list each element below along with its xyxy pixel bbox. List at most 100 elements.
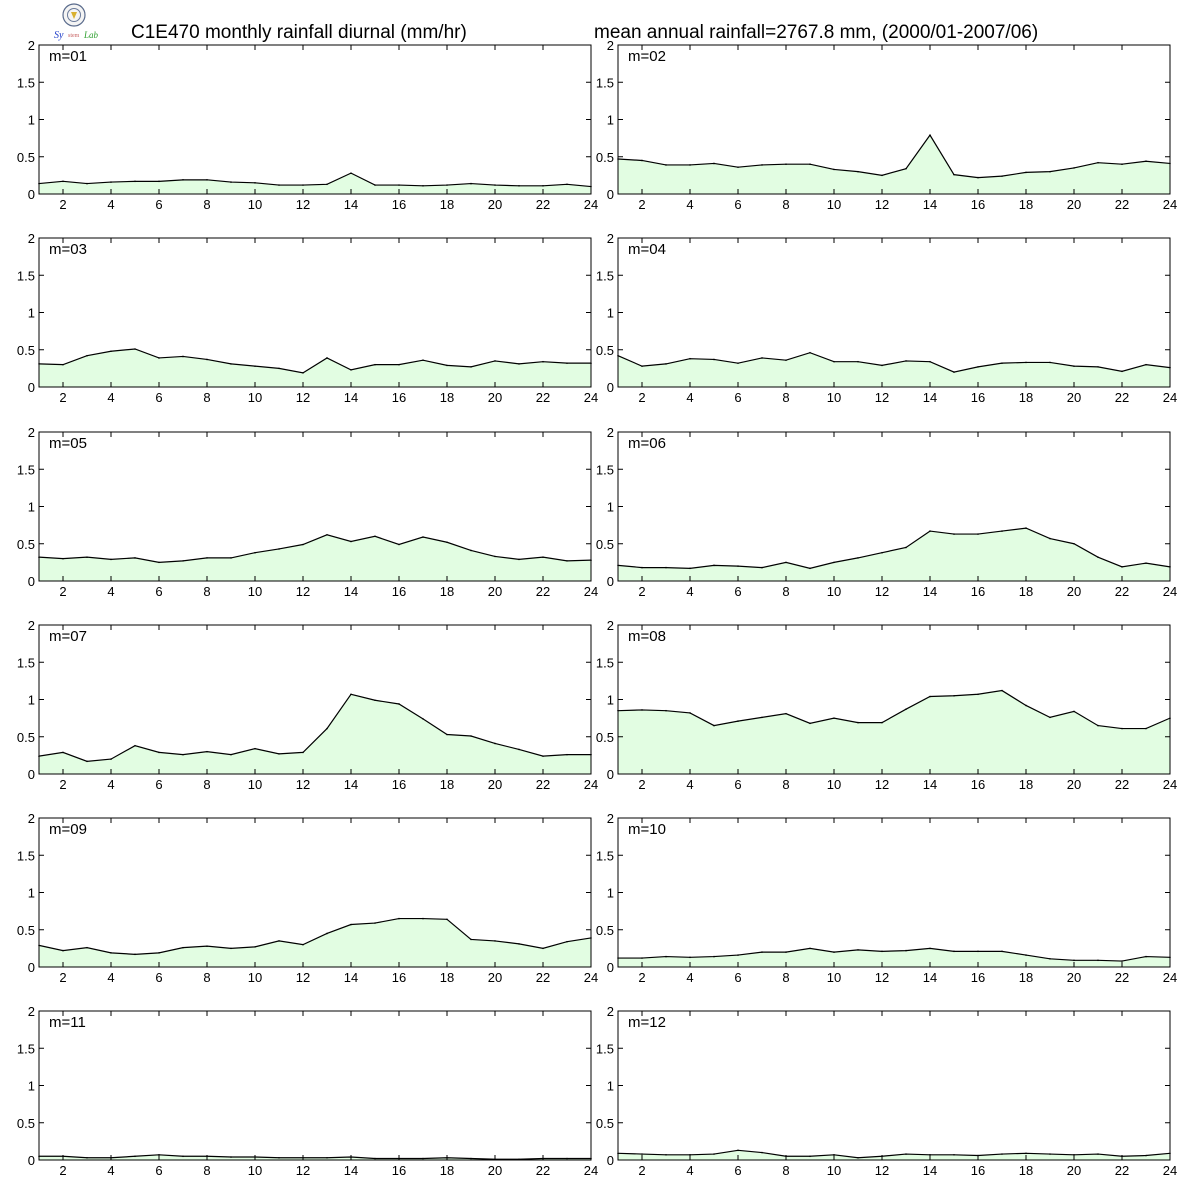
series-area bbox=[618, 528, 1170, 581]
data-point bbox=[1025, 954, 1027, 956]
data-point bbox=[713, 358, 715, 361]
y-tick-label: 1 bbox=[607, 306, 614, 321]
x-tick-label: 8 bbox=[203, 390, 210, 405]
data-point bbox=[1025, 171, 1027, 174]
x-tick-label: 16 bbox=[971, 1163, 985, 1178]
data-point bbox=[1097, 366, 1099, 368]
data-point bbox=[254, 182, 256, 184]
data-point bbox=[761, 951, 763, 953]
x-tick-label: 8 bbox=[203, 1163, 210, 1178]
data-point bbox=[470, 182, 472, 185]
data-point bbox=[494, 360, 496, 362]
data-point bbox=[785, 163, 787, 165]
y-tick-label: 1.5 bbox=[596, 462, 614, 477]
data-point bbox=[689, 567, 691, 570]
x-tick-label: 6 bbox=[734, 1163, 741, 1178]
data-point bbox=[518, 363, 520, 365]
data-point bbox=[1025, 704, 1027, 707]
x-tick-label: 16 bbox=[971, 584, 985, 599]
x-tick-label: 2 bbox=[638, 1163, 645, 1178]
data-point bbox=[761, 566, 763, 569]
data-point bbox=[134, 744, 136, 747]
x-tick-label: 12 bbox=[296, 970, 310, 985]
y-tick-label: 1.5 bbox=[596, 268, 614, 283]
y-tick-label: 1.5 bbox=[596, 1041, 614, 1056]
x-tick-label: 16 bbox=[392, 584, 406, 599]
data-point bbox=[566, 560, 568, 562]
data-point bbox=[1121, 960, 1123, 962]
x-tick-label: 4 bbox=[686, 970, 693, 985]
data-point bbox=[374, 535, 376, 538]
y-tick-label: 1.5 bbox=[17, 1041, 35, 1056]
plot-frame bbox=[617, 817, 1171, 968]
data-point bbox=[1049, 170, 1051, 173]
data-point bbox=[446, 184, 448, 186]
data-point bbox=[230, 1156, 232, 1158]
x-tick-label: 22 bbox=[1115, 390, 1129, 405]
x-tick-label: 10 bbox=[827, 777, 841, 792]
data-point bbox=[665, 709, 667, 712]
data-point bbox=[398, 543, 400, 546]
data-point bbox=[62, 751, 64, 754]
x-tick-label: 6 bbox=[734, 970, 741, 985]
y-tick-label: 0.5 bbox=[17, 1116, 35, 1131]
x-tick-label: 24 bbox=[1163, 970, 1177, 985]
data-point bbox=[1121, 727, 1123, 730]
x-tick-label: 18 bbox=[440, 197, 454, 212]
data-point bbox=[158, 561, 160, 564]
lab-seal-logo: Sy stem Lab bbox=[54, 3, 99, 41]
data-point bbox=[641, 365, 643, 367]
series-area bbox=[39, 534, 591, 581]
data-point bbox=[302, 543, 304, 546]
x-tick-label: 12 bbox=[875, 584, 889, 599]
data-point bbox=[62, 180, 64, 183]
x-tick-label: 18 bbox=[1019, 197, 1033, 212]
x-tick-label: 20 bbox=[1067, 1163, 1081, 1178]
data-point bbox=[809, 567, 811, 570]
series-line bbox=[38, 917, 592, 955]
y-tick-label: 0 bbox=[607, 767, 614, 782]
x-tick-label: 6 bbox=[155, 970, 162, 985]
data-point bbox=[857, 721, 859, 724]
x-tick-label: 10 bbox=[827, 1163, 841, 1178]
x-tick-label: 14 bbox=[923, 970, 937, 985]
y-tick-label: 2 bbox=[28, 811, 35, 826]
x-tick-label: 18 bbox=[1019, 390, 1033, 405]
x-tick-label: 8 bbox=[782, 197, 789, 212]
y-tick-label: 1 bbox=[607, 113, 614, 128]
series-area bbox=[39, 918, 591, 967]
x-tick-label: 22 bbox=[1115, 1163, 1129, 1178]
data-point bbox=[761, 716, 763, 719]
x-tick-label: 20 bbox=[488, 390, 502, 405]
y-tick-label: 1 bbox=[607, 500, 614, 515]
x-tick-label: 2 bbox=[59, 197, 66, 212]
x-tick-label: 6 bbox=[155, 584, 162, 599]
x-tick-label: 20 bbox=[488, 1163, 502, 1178]
x-tick-label: 14 bbox=[344, 390, 358, 405]
data-point bbox=[470, 1157, 472, 1160]
data-point bbox=[254, 551, 256, 554]
x-tick-label: 10 bbox=[827, 390, 841, 405]
data-point bbox=[785, 561, 787, 564]
series-line bbox=[617, 689, 1171, 730]
plot-frame bbox=[617, 1010, 1171, 1161]
data-point bbox=[326, 932, 328, 935]
y-tick-label: 0 bbox=[28, 960, 35, 975]
data-point bbox=[809, 351, 811, 354]
panel-label: m=06 bbox=[628, 435, 666, 452]
data-point bbox=[881, 364, 883, 367]
x-tick-label: 16 bbox=[392, 777, 406, 792]
data-point bbox=[302, 943, 304, 946]
y-tick-label: 2 bbox=[607, 811, 614, 826]
data-point bbox=[518, 748, 520, 751]
x-tick-label: 22 bbox=[536, 1163, 550, 1178]
data-point bbox=[785, 712, 787, 715]
x-tick-label: 6 bbox=[734, 584, 741, 599]
data-point bbox=[1145, 1154, 1147, 1157]
data-point bbox=[761, 1151, 763, 1154]
x-tick-label: 10 bbox=[248, 970, 262, 985]
data-point bbox=[110, 558, 112, 561]
